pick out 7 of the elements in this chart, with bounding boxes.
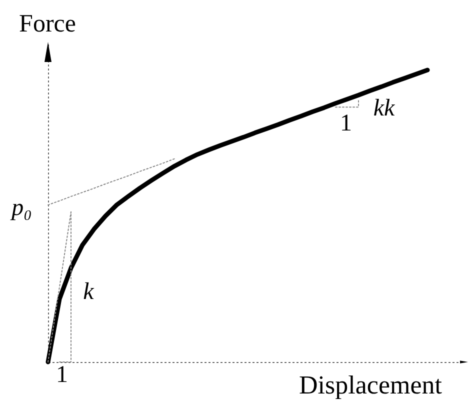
- x-axis-title: Displacement: [299, 370, 443, 400]
- annotation: 1: [340, 110, 352, 136]
- annotation: kk: [373, 96, 395, 122]
- y-axis-title: Force: [19, 10, 76, 38]
- annotation: k: [83, 279, 94, 305]
- annotation: 1: [56, 362, 68, 388]
- text: p₀: [10, 195, 32, 221]
